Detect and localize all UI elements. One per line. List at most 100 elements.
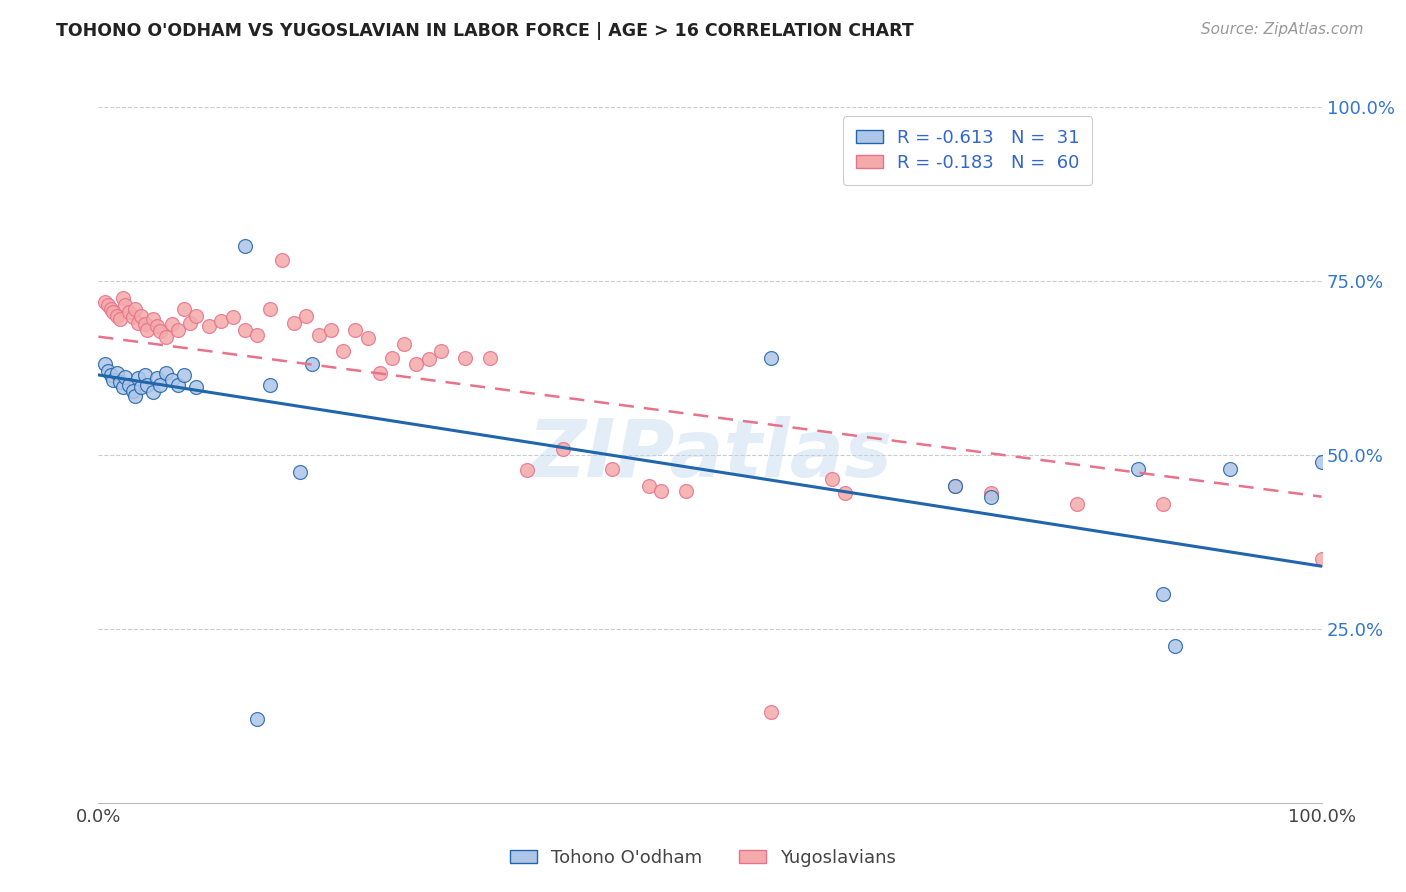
Point <box>834 486 856 500</box>
Point <box>97 364 120 378</box>
Point <box>392 336 416 351</box>
Point <box>167 323 190 337</box>
Legend: R = -0.613   N =  31, R = -0.183   N =  60: R = -0.613 N = 31, R = -0.183 N = 60 <box>844 116 1092 185</box>
Point <box>127 371 149 385</box>
Point <box>146 319 169 334</box>
Point <box>290 466 312 480</box>
Point <box>173 368 195 382</box>
Point <box>155 329 177 343</box>
Point <box>980 490 1002 504</box>
Point <box>222 310 245 325</box>
Point <box>121 384 143 398</box>
Point <box>283 316 305 330</box>
Point <box>233 323 256 337</box>
Point <box>124 389 146 403</box>
Point <box>1152 497 1174 511</box>
Point <box>118 305 141 319</box>
Point <box>1152 587 1174 601</box>
Point <box>146 371 169 385</box>
Point <box>553 442 575 457</box>
Point <box>233 239 256 253</box>
Point <box>197 319 219 334</box>
Point <box>173 301 195 316</box>
Point <box>246 712 269 726</box>
Point <box>134 317 156 331</box>
Point <box>160 317 183 331</box>
Point <box>167 378 190 392</box>
Point <box>405 358 427 372</box>
Point <box>270 253 294 268</box>
Point <box>761 351 783 365</box>
Point <box>124 301 146 316</box>
Point <box>110 375 132 389</box>
Legend: Tohono O'odham, Yugoslavians: Tohono O'odham, Yugoslavians <box>503 842 903 874</box>
Point <box>650 484 672 499</box>
Point <box>259 301 281 316</box>
Point <box>136 378 159 392</box>
Point <box>344 323 367 337</box>
Point <box>129 309 152 323</box>
Point <box>110 312 132 326</box>
Point <box>246 328 269 343</box>
Point <box>368 366 391 380</box>
Point <box>179 316 201 330</box>
Point <box>118 378 141 392</box>
Point <box>111 380 134 394</box>
Text: TOHONO O'ODHAM VS YUGOSLAVIAN IN LABOR FORCE | AGE > 16 CORRELATION CHART: TOHONO O'ODHAM VS YUGOSLAVIAN IN LABOR F… <box>56 22 914 40</box>
Point <box>149 324 172 338</box>
Point <box>121 310 143 325</box>
Point <box>980 486 1002 500</box>
Point <box>142 385 165 400</box>
Point <box>186 309 208 323</box>
Point <box>114 298 136 312</box>
Point <box>821 472 844 486</box>
Point <box>332 343 354 358</box>
Point <box>100 368 122 382</box>
Text: ZIPatlas: ZIPatlas <box>527 416 893 494</box>
Point <box>142 312 165 326</box>
Point <box>155 366 177 380</box>
Point <box>295 309 318 323</box>
Point <box>356 331 378 345</box>
Point <box>308 328 330 343</box>
Point <box>430 343 453 358</box>
Point <box>101 305 124 319</box>
Point <box>209 314 232 328</box>
Point <box>97 298 120 312</box>
Point <box>93 358 115 372</box>
Point <box>301 358 323 372</box>
Point <box>761 706 783 720</box>
Point <box>943 479 966 493</box>
Point <box>1310 552 1333 566</box>
Point <box>600 462 623 476</box>
Point <box>111 291 134 305</box>
Point <box>381 351 404 365</box>
Point <box>454 351 477 365</box>
Point <box>638 479 661 493</box>
Point <box>1066 497 1088 511</box>
Point <box>1164 639 1187 653</box>
Point <box>418 351 440 366</box>
Point <box>478 351 501 365</box>
Point <box>114 370 136 384</box>
Point <box>943 479 966 493</box>
Point <box>1310 455 1333 469</box>
Point <box>259 378 281 392</box>
Point <box>1128 462 1150 476</box>
Point <box>675 484 697 499</box>
Point <box>186 380 208 394</box>
Text: Source: ZipAtlas.com: Source: ZipAtlas.com <box>1201 22 1364 37</box>
Point <box>101 373 124 387</box>
Point <box>136 323 159 337</box>
Point <box>127 316 149 330</box>
Point <box>160 373 183 387</box>
Point <box>105 309 128 323</box>
Point <box>100 301 122 316</box>
Point <box>515 463 537 477</box>
Point <box>319 323 342 337</box>
Point <box>149 378 172 392</box>
Point <box>129 380 152 394</box>
Point <box>105 366 128 380</box>
Point <box>93 294 115 309</box>
Point <box>134 368 156 382</box>
